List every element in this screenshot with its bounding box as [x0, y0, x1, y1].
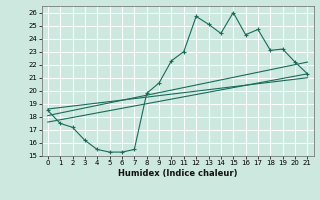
X-axis label: Humidex (Indice chaleur): Humidex (Indice chaleur) [118, 169, 237, 178]
